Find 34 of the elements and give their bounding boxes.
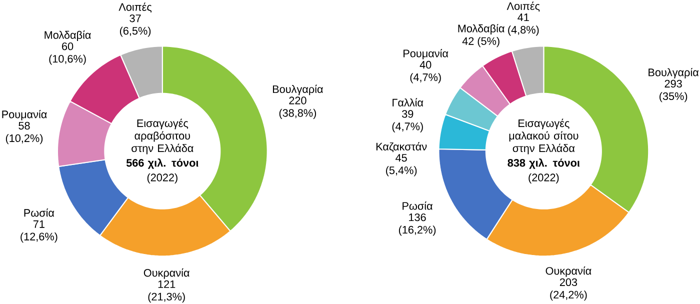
data-label: 39 (4,7%) xyxy=(392,110,423,133)
data-label: 136 (16,2%) xyxy=(398,214,436,236)
slice-label: Μολδαβία xyxy=(44,30,91,42)
slice-label: Ρωσία xyxy=(24,208,54,217)
data-label: 41 (4,8%) xyxy=(508,14,539,36)
slice-label: Λοιπές xyxy=(506,2,540,12)
slice-label: Βουλγαρία xyxy=(272,84,323,96)
slice-label: Ουκρανία xyxy=(144,268,190,279)
data-label: 293 (35%) xyxy=(660,80,688,102)
text: (2022) xyxy=(528,174,559,184)
text: (2022) xyxy=(147,174,178,184)
slice-label: Ουκρανία xyxy=(546,266,592,278)
data-label: 203 (24,2%) xyxy=(550,278,587,301)
text: Εισαγωγές αραβόσιτου στην Ελλάδα xyxy=(132,118,194,154)
text: 838 χιλ. τόνοι xyxy=(508,158,580,169)
slice-label: Ρωσία xyxy=(402,202,432,210)
slice-label: Ρουμανία xyxy=(2,110,47,120)
slice-label: Βουλγαρία xyxy=(648,68,699,79)
text: Εισαγωγές μαλακού σίτου στην Ελλάδα xyxy=(509,118,578,154)
data-label: 121 (21,3%) xyxy=(148,280,185,303)
slice-label: Λοιπές xyxy=(118,2,152,13)
slice-label: Γαλλία xyxy=(392,98,424,107)
data-label: 71 (12,6%) xyxy=(20,220,58,243)
data-label: 60 (10,6%) xyxy=(49,42,86,65)
data-label: 37 (6,5%) xyxy=(120,14,151,37)
data-label: 40 (4,7%) xyxy=(410,61,441,84)
text: 566 χιλ. τόνοι xyxy=(126,158,198,169)
data-label: 45 (5,4%) xyxy=(386,154,417,176)
slice-label: Ρουμανία xyxy=(404,49,448,60)
data-label: 220 (38,8%) xyxy=(279,96,316,120)
data-label: 58 (10,2%) xyxy=(6,122,43,144)
data-label: 42 (5%) xyxy=(462,37,500,48)
slice-label: Καζακστάν xyxy=(376,142,427,152)
slice-label: Μολδαβία xyxy=(458,24,504,35)
